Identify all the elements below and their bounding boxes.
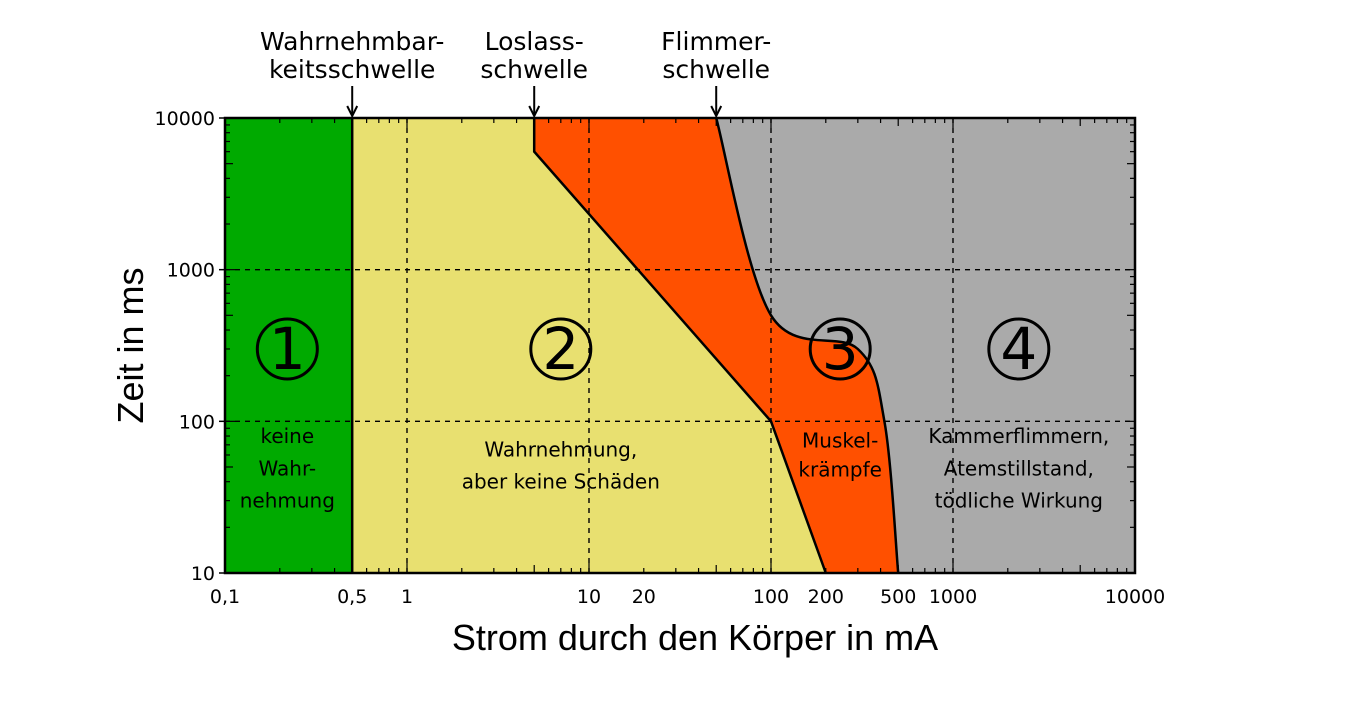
zone-1-area (225, 118, 353, 573)
x-tick-label: 0,1 (210, 586, 240, 608)
zone-1-label: 1 keine Wahr-nehmung (240, 315, 335, 513)
threshold-annotation: Flimmer-schwelle (661, 27, 771, 119)
let-go-boundary (532, 118, 827, 574)
grid-layer (225, 118, 1135, 573)
x-tick-label: 1 (401, 586, 413, 608)
y-tick-label: 1000 (167, 260, 215, 282)
threshold-label: schwelle (662, 55, 770, 84)
zone-number-circle (255, 317, 319, 381)
zone-number: 3 (822, 315, 859, 383)
zone-4-label: 4 Kammerflimmern, Atemstillstand, tödliche … (928, 315, 1109, 513)
threshold-label: Loslass- (485, 27, 584, 56)
zone-description: aber keine Schäden (462, 470, 660, 494)
y-axis-title: Zeit in ms (110, 267, 151, 423)
threshold-annotation: Loslass-schwelle (480, 27, 588, 119)
threshold-layer: Wahrnehmbar-keitsschwelle Loslass-schwell… (260, 27, 771, 119)
zone-3-label: 3 Muskel-krämpfe (798, 315, 882, 482)
x-tick-label: 0,5 (337, 586, 367, 608)
zone-description: Wahr- (259, 456, 317, 480)
zone-2-label: 2 Wahrnehmung, aber keine Schäden (462, 315, 660, 494)
zone-number-circle (529, 317, 593, 381)
zone-number: 4 (1000, 315, 1037, 383)
threshold-label: Wahrnehmbar- (260, 27, 444, 56)
threshold-arrow-head (346, 105, 359, 119)
zone-description: Wahrnehmung, (484, 438, 637, 462)
zone-number-circle (987, 317, 1051, 381)
zone-number: 2 (542, 315, 579, 383)
zone-description: nehmung (240, 489, 335, 513)
x-axis-title: Strom durch den Körper in mA (452, 617, 938, 658)
y-tick-label: 10 (191, 563, 215, 585)
plot-frame (223, 116, 1137, 575)
zone-description: Kammerflimmern, (928, 424, 1109, 448)
threshold-label: schwelle (480, 55, 588, 84)
labels-layer: 0,1 0,5 1 10 20 100 200 500 1000 10000 10 100 1000 10… (155, 108, 1166, 608)
y-tick-label: 10000 (155, 108, 215, 130)
zone-description: keine (260, 424, 314, 448)
threshold-label: keitsschwelle (269, 55, 435, 84)
zone-description: krämpfe (798, 458, 882, 482)
zone-description: Atemstillstand, (944, 456, 1094, 480)
zone-number-circle (808, 317, 872, 381)
x-tick-label: 20 (632, 586, 656, 608)
zones-layer (225, 118, 1135, 573)
zone-number: 1 (269, 315, 306, 383)
x-tick-label: 10000 (1105, 586, 1165, 608)
x-tick-label: 100 (753, 586, 789, 608)
zone-label-layer: 1 keine Wahr-nehmung 2 Wahrnehmung, aber kein… (240, 315, 1110, 513)
boundary-layer (350, 117, 900, 574)
fibrillation-boundary (714, 117, 900, 574)
threshold-annotation: Wahrnehmbar-keitsschwelle (260, 27, 444, 119)
x-tick-label: 10 (577, 586, 601, 608)
zone-description: Muskel- (802, 428, 878, 452)
x-tick-label: 500 (880, 586, 916, 608)
threshold-arrow-head (710, 105, 723, 119)
zone-description: tödliche Wirkung (935, 489, 1103, 513)
threshold-label: Flimmer- (661, 27, 771, 56)
x-tick-label: 1000 (929, 586, 977, 608)
x-tick-label: 200 (808, 586, 844, 608)
zone-2-area (225, 118, 826, 573)
threshold-arrow-head (528, 105, 541, 119)
y-tick-label: 100 (179, 411, 215, 433)
